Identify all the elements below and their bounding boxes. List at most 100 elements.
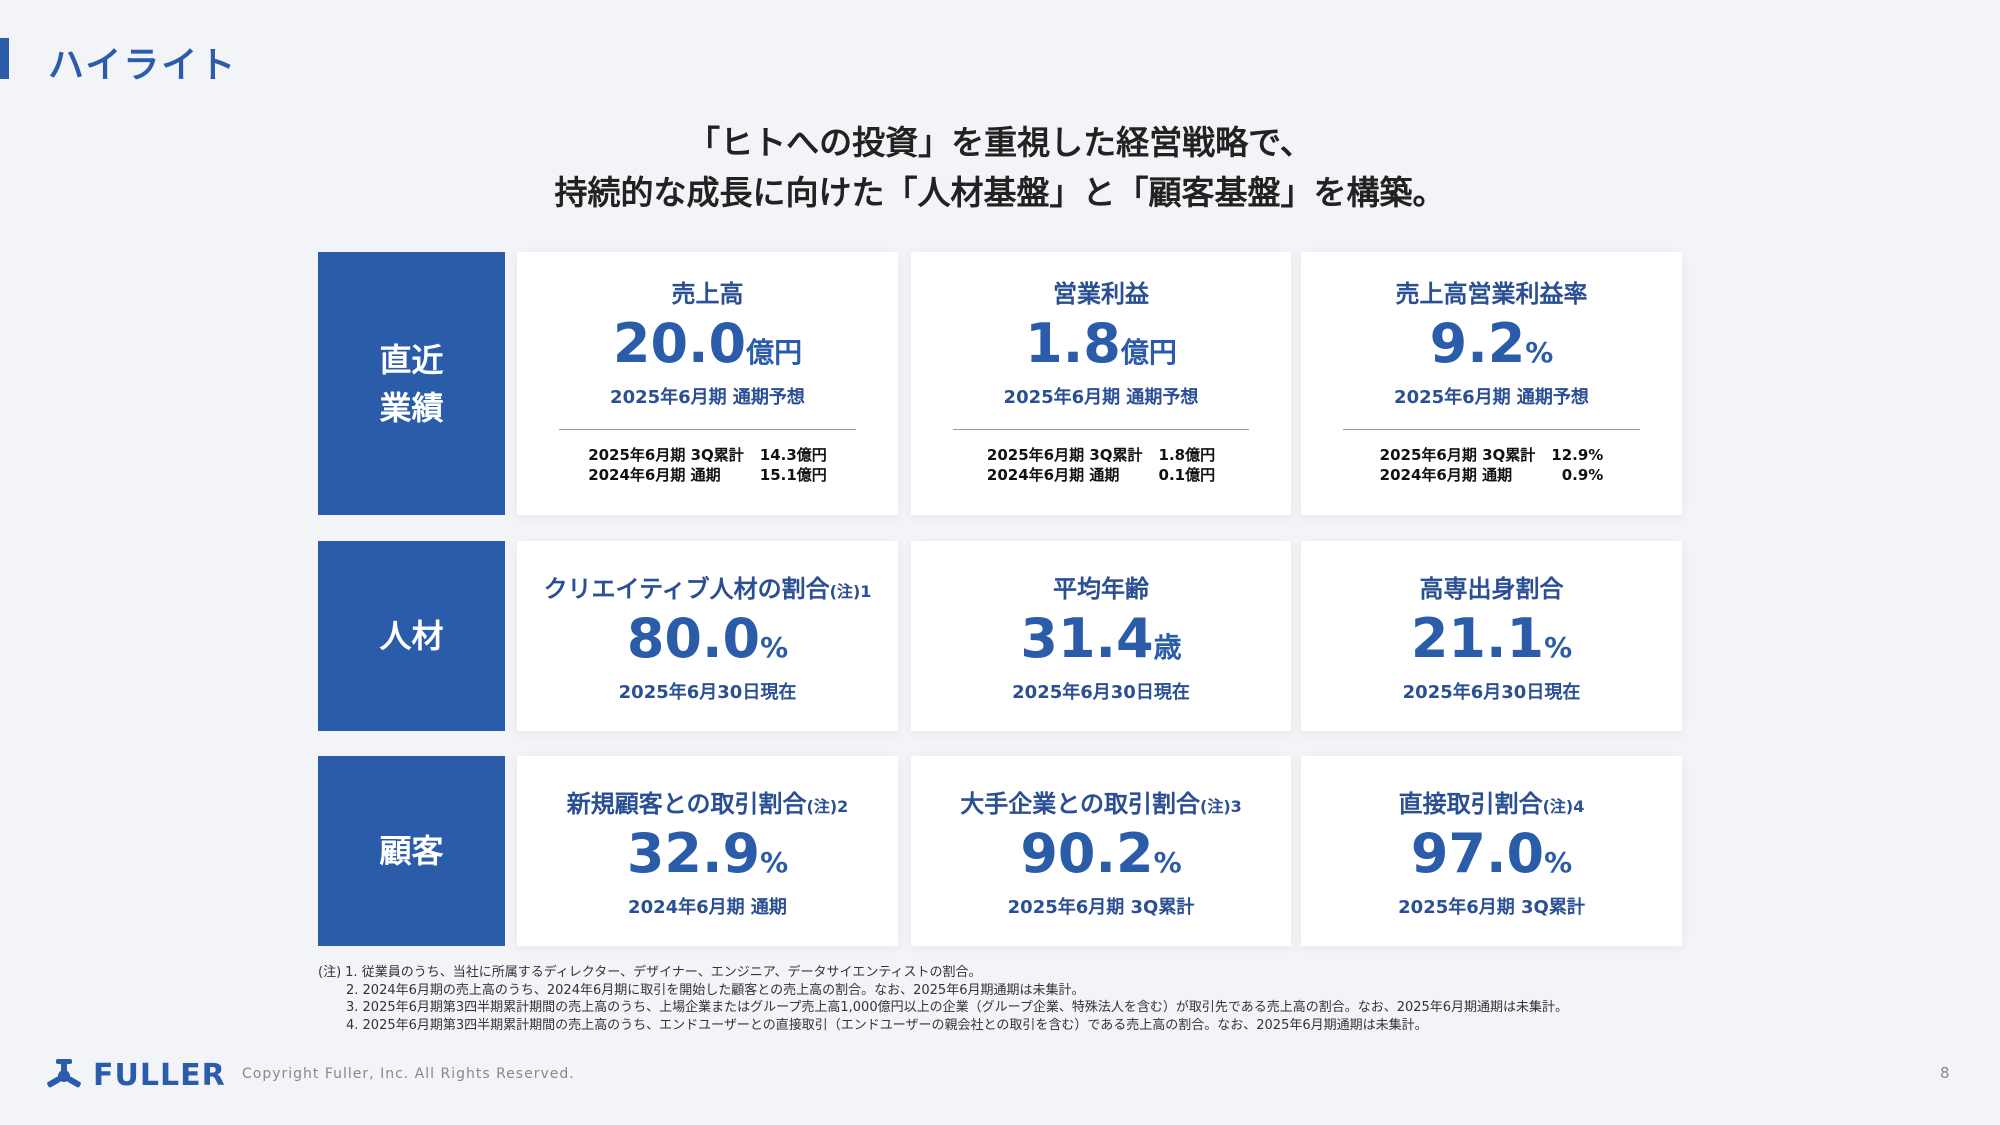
card-title: 新規顧客との取引割合(注)2 [517,784,898,819]
row-label: 人材 [318,541,505,731]
unit: % [1544,631,1573,664]
details-label: 2024年6月期 通期 [588,466,721,484]
unit: % [760,631,789,664]
details-label: 2025年6月期 3Q累計 [588,446,744,464]
card-period: 2025年6月30日現在 [1402,682,1581,703]
details-row: 2024年6月期 通期 0.1億円 [979,465,1223,485]
card-title-text: 営業利益 [1053,280,1149,308]
unit: 億円 [746,336,803,369]
card-title-text: 直接取引割合 [1398,790,1543,818]
footnote: 4. 2025年6月期第3四半期累計期間の売上高のうち、エンドユーザーとの直接取… [318,1017,1568,1035]
details-value: 0.1億円 [1158,466,1216,484]
card-title-text: 大手企業との取引割合 [960,790,1200,818]
details-value: 14.3億円 [759,446,827,464]
card-period: 2025年6月期 通期予想 [1003,387,1199,408]
headline-line: 持続的な成長に向けた「人材基盤」と「顧客基盤」を構築。 [554,173,1446,212]
footnote: (注) 1. 従業員のうち、当社に所属するディレクター、デザイナー、エンジニア、デ… [318,964,1568,982]
card-value: 9.2% [1301,314,1682,383]
value: 31.4 [1020,607,1154,670]
metric-card: 売上高営業利益率 9.2% 2025年6月期 通期予想 2025年6月期 3Q累計 12… [1301,252,1682,515]
details-label: 2024年6月期 通期 [986,466,1120,484]
divider [953,429,1249,430]
card-title-text: 高専出身割合 [1419,575,1564,603]
card-period: 2025年6月期 通期予想 [1394,387,1589,408]
card-title: 売上高営業利益率 [1301,274,1682,309]
value: 90.2 [1020,822,1154,885]
details-table: 2025年6月期 3Q累計 12.9% 2024年6月期 通期 0.9% [1372,445,1612,485]
value: 9.2 [1429,312,1526,375]
footnotes: (注) 1. 従業員のうち、当社に所属するディレクター、デザイナー、エンジニア、デ… [318,964,1568,1034]
divider [1343,429,1640,430]
row-label-line: 業績 [379,388,444,427]
card-value: 80.0% [517,609,898,678]
details-row: 2024年6月期 通期 15.1億円 [580,465,835,485]
card-title-text: 平均年齢 [1053,575,1149,603]
unit: % [1153,846,1182,879]
metric-card: 平均年齢 31.4歳 2025年6月30日現在 [911,541,1291,731]
metric-card: 高専出身割合 21.1% 2025年6月30日現在 [1301,541,1682,731]
card-period: 2025年6月期 3Q累計 [1398,897,1585,918]
copyright: Copyright Fuller, Inc. All Rights Reserv… [242,1066,575,1082]
details-label: 2025年6月期 3Q累計 [1379,446,1536,464]
unit: 歳 [1153,631,1182,664]
metric-card: クリエイティブ人材の割合(注)1 80.0% 2025年6月30日現在 [517,541,898,731]
footnote-text: 1. 従業員のうち、当社に所属するディレクター、デザイナー、エンジニア、データサ… [345,965,982,980]
details-row: 2025年6月期 3Q累計 14.3億円 [580,445,835,465]
footnote: 2. 2024年6月期の売上高のうち、2024年6月期に取引を開始した顧客との売… [318,982,1568,1000]
footnote-text: 4. 2025年6月期第3四半期累計期間の売上高のうち、エンドユーザーとの直接取… [346,1017,1428,1033]
value: 32.9 [626,822,761,885]
card-note: (注)1 [829,582,872,601]
value: 21.1 [1410,607,1545,670]
row-label-line: 直近 [379,340,444,379]
details-table: 2025年6月期 3Q累計 1.8億円 2024年6月期 通期 0.1億円 [979,445,1223,485]
value: 20.0 [612,312,747,375]
card-details: 2025年6月期 3Q累計 1.8億円 2024年6月期 通期 0.1億円 [911,445,1291,485]
card-title-text: クリエイティブ人材の割合 [543,575,830,603]
details-row: 2025年6月期 3Q累計 12.9% [1372,445,1612,465]
value: 80.0 [626,607,761,670]
row-label-line: 人材 [379,617,444,655]
details-row: 2025年6月期 3Q累計 1.8億円 [979,445,1223,465]
title-accent [0,38,9,79]
unit: 億円 [1120,336,1177,369]
card-title: 営業利益 [911,274,1291,309]
details-table: 2025年6月期 3Q累計 14.3億円 2024年6月期 通期 15.1億円 [580,445,835,485]
value: 1.8 [1025,312,1121,375]
headline-line: 「ヒトへの投資」を重視した経営戦略で、 [687,123,1313,162]
card-note: (注)2 [806,797,849,816]
metric-card: 直接取引割合(注)4 97.0% 2025年6月期 3Q累計 [1301,756,1682,946]
metric-card: 売上高 20.0億円 2025年6月期 通期予想 2025年6月期 3Q累計 14.3億… [517,252,898,515]
divider [559,429,856,430]
card-period: 2025年6月期 通期予想 [610,387,805,408]
card-title-text: 売上高 [671,280,744,308]
card-title: 高専出身割合 [1301,569,1682,604]
details-label: 2025年6月期 3Q累計 [986,446,1143,464]
footnote: 3. 2025年6月期第3四半期累計期間の売上高のうち、上場企業またはグループ売… [318,999,1568,1017]
card-title: 売上高 [517,274,898,309]
card-period: 2025年6月30日現在 [1012,682,1190,703]
card-title: 平均年齢 [911,569,1291,604]
metric-card: 営業利益 1.8億円 2025年6月期 通期予想 2025年6月期 3Q累計 1.8億円… [911,252,1291,515]
card-title-text: 売上高営業利益率 [1395,280,1588,308]
card-title: 直接取引割合(注)4 [1301,784,1682,819]
unit: % [1544,846,1573,879]
headline: 「ヒトへの投資」を重視した経営戦略で、持続的な成長に向けた「人材基盤」と「顧客基… [0,118,2000,218]
card-value: 21.1% [1301,609,1682,678]
logo-mark [47,1058,81,1087]
logo: FULLER [45,1058,226,1093]
card-period: 2024年6月期 通期 [628,897,787,918]
metric-card: 新規顧客との取引割合(注)2 32.9% 2024年6月期 通期 [517,756,898,946]
card-title-text: 新規顧客との取引割合 [566,790,807,818]
unit: % [760,846,789,879]
details-value: 15.1億円 [759,466,827,484]
slide-title: ハイライト [48,45,238,86]
unit: % [1525,336,1554,369]
logo-text: FULLER [93,1058,226,1093]
details-label: 2024年6月期 通期 [1379,466,1513,484]
card-title: クリエイティブ人材の割合(注)1 [517,569,898,604]
details-value: 12.9% [1551,446,1604,464]
card-details: 2025年6月期 3Q累計 12.9% 2024年6月期 通期 0.9% [1301,445,1682,485]
card-value: 90.2% [911,824,1291,893]
card-value: 32.9% [517,824,898,893]
